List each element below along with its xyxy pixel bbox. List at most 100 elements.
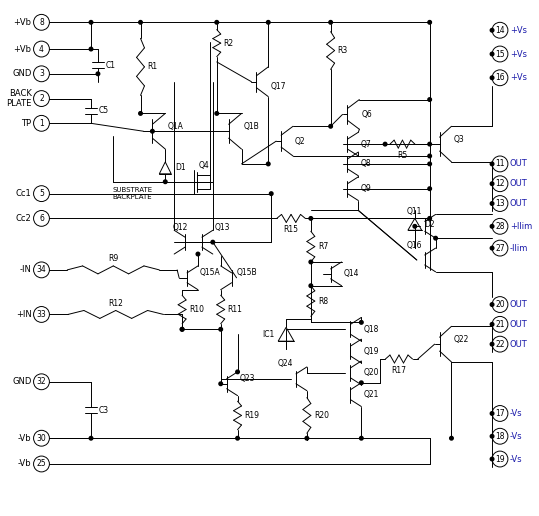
Circle shape — [490, 457, 494, 461]
Text: 28: 28 — [495, 222, 505, 231]
Text: GND: GND — [12, 69, 32, 78]
Circle shape — [236, 437, 239, 440]
Text: Cc2: Cc2 — [16, 214, 32, 223]
Circle shape — [360, 437, 363, 440]
Text: R5: R5 — [397, 151, 407, 160]
Circle shape — [428, 154, 431, 158]
Text: -Vs: -Vs — [510, 432, 522, 441]
Circle shape — [270, 192, 273, 196]
Text: Q3: Q3 — [453, 135, 464, 143]
Circle shape — [490, 412, 494, 415]
Text: OUT: OUT — [510, 159, 528, 168]
Text: +IN: +IN — [16, 310, 32, 319]
Text: +Vs: +Vs — [510, 73, 527, 82]
Circle shape — [266, 21, 270, 24]
Text: 12: 12 — [495, 179, 505, 188]
Circle shape — [181, 328, 184, 331]
Text: Q11: Q11 — [406, 207, 421, 216]
Circle shape — [490, 202, 494, 205]
Text: 3: 3 — [39, 69, 44, 78]
Text: 34: 34 — [37, 265, 46, 275]
Text: 4: 4 — [39, 44, 44, 54]
Text: OUT: OUT — [510, 179, 528, 188]
Circle shape — [383, 142, 387, 146]
Circle shape — [450, 437, 453, 440]
Text: Q18: Q18 — [363, 325, 379, 334]
Text: 27: 27 — [495, 244, 505, 253]
Circle shape — [181, 328, 184, 331]
Text: R2: R2 — [224, 39, 234, 47]
Text: Q9: Q9 — [361, 184, 371, 193]
Text: R19: R19 — [245, 411, 259, 420]
Text: D1: D1 — [175, 164, 186, 172]
Text: 8: 8 — [39, 18, 44, 27]
Circle shape — [428, 217, 431, 220]
Text: -Vb: -Vb — [18, 459, 32, 469]
Text: +Ilim: +Ilim — [510, 222, 532, 231]
Circle shape — [211, 240, 215, 244]
Circle shape — [428, 162, 431, 166]
Circle shape — [329, 21, 333, 24]
Circle shape — [490, 343, 494, 346]
Text: Cc1: Cc1 — [16, 189, 32, 198]
Circle shape — [89, 47, 93, 51]
Text: R7: R7 — [318, 242, 328, 251]
Circle shape — [163, 180, 167, 184]
Text: 16: 16 — [495, 73, 505, 82]
Text: 33: 33 — [37, 310, 46, 319]
Text: Q24: Q24 — [278, 360, 293, 368]
Text: Q6: Q6 — [361, 110, 372, 119]
Text: 17: 17 — [495, 409, 505, 418]
Text: Q14: Q14 — [343, 269, 359, 278]
Text: -Vs: -Vs — [510, 455, 522, 463]
Circle shape — [215, 21, 218, 24]
Circle shape — [428, 98, 431, 101]
Text: R3: R3 — [337, 46, 348, 55]
Text: IC1: IC1 — [262, 330, 274, 338]
Circle shape — [413, 224, 417, 228]
Text: R10: R10 — [189, 305, 204, 314]
Text: SUBSTRATE
BACKPLATE: SUBSTRATE BACKPLATE — [113, 187, 153, 200]
Text: Q20: Q20 — [363, 368, 379, 377]
Text: +Vb: +Vb — [13, 44, 32, 54]
Circle shape — [150, 130, 154, 133]
Circle shape — [434, 236, 437, 240]
Circle shape — [196, 252, 200, 256]
Text: 14: 14 — [495, 26, 505, 35]
Text: 5: 5 — [39, 189, 44, 198]
Text: 30: 30 — [37, 434, 46, 443]
Text: R12: R12 — [108, 299, 123, 308]
Circle shape — [490, 162, 494, 166]
Text: +Vb: +Vb — [13, 18, 32, 27]
Circle shape — [89, 21, 93, 24]
Text: GND: GND — [12, 377, 32, 386]
Circle shape — [219, 328, 223, 331]
Text: 18: 18 — [495, 432, 505, 441]
Circle shape — [139, 21, 142, 24]
Text: +Vs: +Vs — [510, 50, 527, 58]
Text: OUT: OUT — [510, 340, 528, 349]
Text: BACK
PLATE: BACK PLATE — [6, 89, 32, 108]
Circle shape — [309, 260, 313, 264]
Circle shape — [266, 162, 270, 166]
Circle shape — [139, 111, 142, 115]
Text: Q7: Q7 — [361, 140, 371, 149]
Text: Q22: Q22 — [453, 335, 469, 344]
Text: Q4: Q4 — [198, 162, 209, 170]
Text: Q1B: Q1B — [244, 122, 259, 131]
Text: 22: 22 — [495, 340, 505, 349]
Circle shape — [309, 284, 313, 287]
Text: C1: C1 — [106, 61, 116, 70]
Circle shape — [490, 303, 494, 307]
Circle shape — [490, 434, 494, 438]
Text: C3: C3 — [99, 406, 109, 414]
Text: 25: 25 — [37, 459, 46, 469]
Circle shape — [360, 381, 363, 384]
Text: -Vs: -Vs — [510, 409, 522, 418]
Text: 2: 2 — [39, 94, 44, 103]
Text: R8: R8 — [318, 297, 328, 305]
Text: 1: 1 — [39, 119, 44, 128]
Text: Q16: Q16 — [406, 240, 421, 250]
Circle shape — [490, 52, 494, 56]
Text: TP: TP — [22, 119, 32, 128]
